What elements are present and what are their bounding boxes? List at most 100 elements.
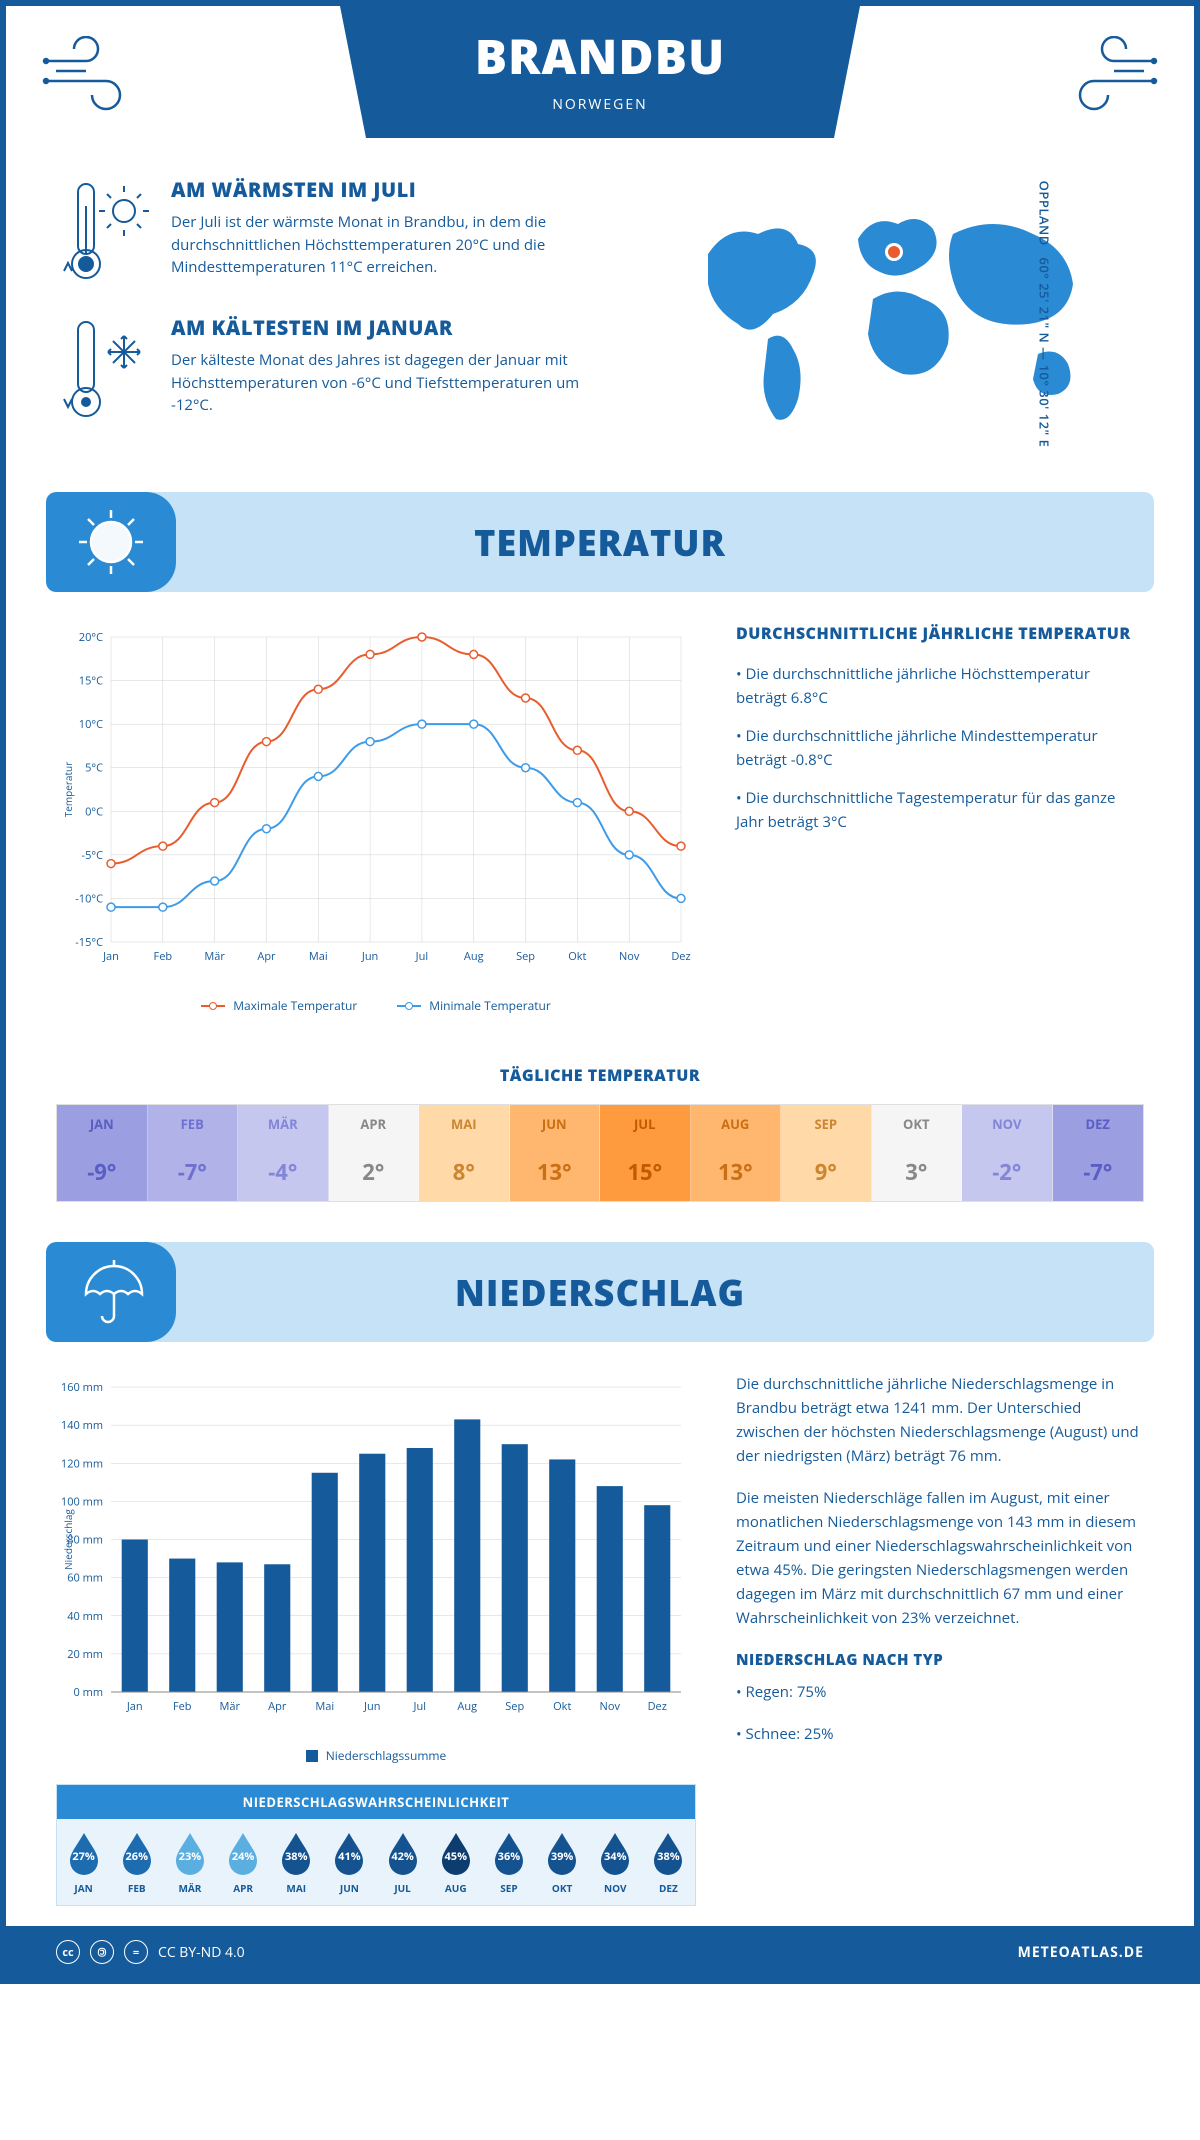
- month-cell: JUN 13°: [510, 1105, 601, 1201]
- prob-cell: 45% AUG: [429, 1819, 482, 1905]
- thermometer-snow-icon: [56, 314, 151, 424]
- svg-text:Okt: Okt: [553, 1699, 571, 1714]
- precipitation-probability: NIEDERSCHLAGSWAHRSCHEINLICHKEIT 27% JAN …: [56, 1784, 696, 1906]
- site-name: METEOATLAS.DE: [1018, 1943, 1144, 1962]
- svg-text:Jan: Jan: [126, 1699, 143, 1714]
- month-cell: DEZ -7°: [1053, 1105, 1144, 1201]
- prob-cell: 27% JAN: [57, 1819, 110, 1905]
- month-cell: FEB -7°: [148, 1105, 239, 1201]
- svg-text:Jul: Jul: [413, 1699, 426, 1714]
- svg-text:0 mm: 0 mm: [73, 1685, 103, 1700]
- precipitation-legend: Niederschlagssumme: [56, 1747, 696, 1764]
- prob-cell: 26% FEB: [110, 1819, 163, 1905]
- svg-text:Sep: Sep: [505, 1699, 524, 1714]
- month-cell: JAN -9°: [57, 1105, 148, 1201]
- month-cell: NOV -2°: [962, 1105, 1053, 1201]
- coldest-text: Der kälteste Monat des Jahres ist dagege…: [171, 349, 593, 417]
- intro-row: AM WÄRMSTEN IM JULI Der Juli ist der wär…: [6, 166, 1194, 482]
- svg-text:Jul: Jul: [415, 949, 428, 964]
- svg-text:-5°C: -5°C: [82, 848, 104, 863]
- nd-icon: =: [124, 1940, 148, 1964]
- month-cell: OKT 3°: [872, 1105, 963, 1201]
- svg-text:Okt: Okt: [568, 949, 586, 964]
- temperature-heading: TEMPERATUR: [46, 492, 1154, 592]
- precipitation-heading: NIEDERSCHLAG: [46, 1242, 1154, 1342]
- svg-text:Nov: Nov: [600, 1699, 621, 1714]
- warmest-text: Der Juli ist der wärmste Monat in Brandb…: [171, 211, 593, 279]
- svg-text:Jun: Jun: [363, 1699, 380, 1714]
- wind-icon: [41, 36, 151, 121]
- svg-text:Aug: Aug: [457, 1699, 477, 1714]
- svg-text:Dez: Dez: [671, 949, 690, 964]
- svg-text:Temperatur: Temperatur: [61, 762, 75, 818]
- svg-text:160 mm: 160 mm: [61, 1380, 103, 1395]
- precipitation-info: Die durchschnittliche jährliche Niedersc…: [736, 1372, 1144, 1906]
- wind-icon: [1049, 36, 1159, 121]
- prob-cell: 34% NOV: [589, 1819, 642, 1905]
- coldest-title: AM KÄLTESTEN IM JANUAR: [171, 314, 593, 341]
- header: BRANDBU NORWEGEN: [6, 6, 1194, 166]
- city-name: BRANDBU: [420, 24, 780, 89]
- precipitation-chart: 0 mm20 mm40 mm60 mm80 mm100 mm120 mm140 …: [56, 1372, 696, 1764]
- by-icon: 🄯: [90, 1940, 114, 1964]
- month-cell: JUL 15°: [600, 1105, 691, 1201]
- footer: cc 🄯 = CC BY-ND 4.0 METEOATLAS.DE: [6, 1926, 1194, 1978]
- month-cell: MÄR -4°: [238, 1105, 329, 1201]
- svg-text:Mai: Mai: [309, 949, 328, 964]
- svg-text:15°C: 15°C: [79, 674, 103, 689]
- thermometer-sun-icon: [56, 176, 151, 286]
- cc-icon: cc: [56, 1940, 80, 1964]
- month-cell: SEP 9°: [781, 1105, 872, 1201]
- prob-cell: 24% APR: [217, 1819, 270, 1905]
- sun-icon: [46, 492, 176, 592]
- license: cc 🄯 = CC BY-ND 4.0: [56, 1940, 245, 1964]
- svg-text:Sep: Sep: [516, 949, 535, 964]
- title-banner: BRANDBU NORWEGEN: [340, 6, 860, 138]
- country-name: NORWEGEN: [420, 95, 780, 114]
- svg-text:20 mm: 20 mm: [67, 1647, 103, 1662]
- svg-text:Feb: Feb: [173, 1699, 192, 1714]
- svg-text:Dez: Dez: [648, 1699, 667, 1714]
- svg-text:140 mm: 140 mm: [61, 1418, 103, 1433]
- svg-text:10°C: 10°C: [79, 717, 103, 732]
- temperature-info: DURCHSCHNITTLICHE JÄHRLICHE TEMPERATUR •…: [736, 622, 1144, 1014]
- svg-text:Apr: Apr: [257, 949, 276, 964]
- svg-text:Mai: Mai: [315, 1699, 334, 1714]
- svg-text:0°C: 0°C: [85, 804, 103, 819]
- svg-text:Jan: Jan: [102, 949, 119, 964]
- prob-cell: 23% MÄR: [163, 1819, 216, 1905]
- coldest-fact: AM KÄLTESTEN IM JANUAR Der kälteste Mona…: [56, 314, 593, 424]
- svg-text:100 mm: 100 mm: [61, 1494, 103, 1509]
- prob-cell: 38% MAI: [270, 1819, 323, 1905]
- svg-text:Niederschlag: Niederschlag: [61, 1509, 75, 1570]
- temperature-legend: .legend-line[style*="e85d2e"]::after{bor…: [56, 997, 696, 1014]
- month-cell: APR 2°: [329, 1105, 420, 1201]
- prob-cell: 36% SEP: [482, 1819, 535, 1905]
- coordinates: OPPLAND 60° 25' 21" N — 10° 30' 12" E: [1036, 181, 1054, 448]
- svg-text:Mär: Mär: [219, 1699, 240, 1714]
- svg-text:-15°C: -15°C: [75, 935, 103, 950]
- svg-text:5°C: 5°C: [85, 761, 103, 776]
- svg-text:-10°C: -10°C: [75, 891, 103, 906]
- svg-text:Aug: Aug: [464, 949, 484, 964]
- month-cell: AUG 13°: [691, 1105, 782, 1201]
- svg-text:Apr: Apr: [268, 1699, 287, 1714]
- prob-cell: 42% JUL: [376, 1819, 429, 1905]
- svg-text:Jun: Jun: [361, 949, 378, 964]
- daily-temp-title: TÄGLICHE TEMPERATUR: [6, 1064, 1194, 1086]
- svg-text:120 mm: 120 mm: [61, 1456, 103, 1471]
- month-cell: MAI 8°: [419, 1105, 510, 1201]
- warmest-fact: AM WÄRMSTEN IM JULI Der Juli ist der wär…: [56, 176, 593, 286]
- prob-cell: 39% OKT: [536, 1819, 589, 1905]
- svg-text:20°C: 20°C: [79, 630, 103, 645]
- svg-text:60 mm: 60 mm: [67, 1571, 103, 1586]
- svg-text:Mär: Mär: [204, 949, 225, 964]
- daily-temp-grid: JAN -9° FEB -7° MÄR -4° APR 2° MAI 8° JU…: [56, 1104, 1144, 1202]
- temperature-chart: -15°C -10°C -5°C 0°C 5°C 10°C 15°C 20°C Jan Feb Mä…: [56, 622, 696, 1014]
- svg-text:Feb: Feb: [154, 949, 173, 964]
- world-map: OPPLAND 60° 25' 21" N — 10° 30' 12" E: [633, 176, 1144, 452]
- svg-text:Nov: Nov: [619, 949, 640, 964]
- prob-cell: 41% JUN: [323, 1819, 376, 1905]
- svg-text:40 mm: 40 mm: [67, 1609, 103, 1624]
- prob-cell: 38% DEZ: [642, 1819, 695, 1905]
